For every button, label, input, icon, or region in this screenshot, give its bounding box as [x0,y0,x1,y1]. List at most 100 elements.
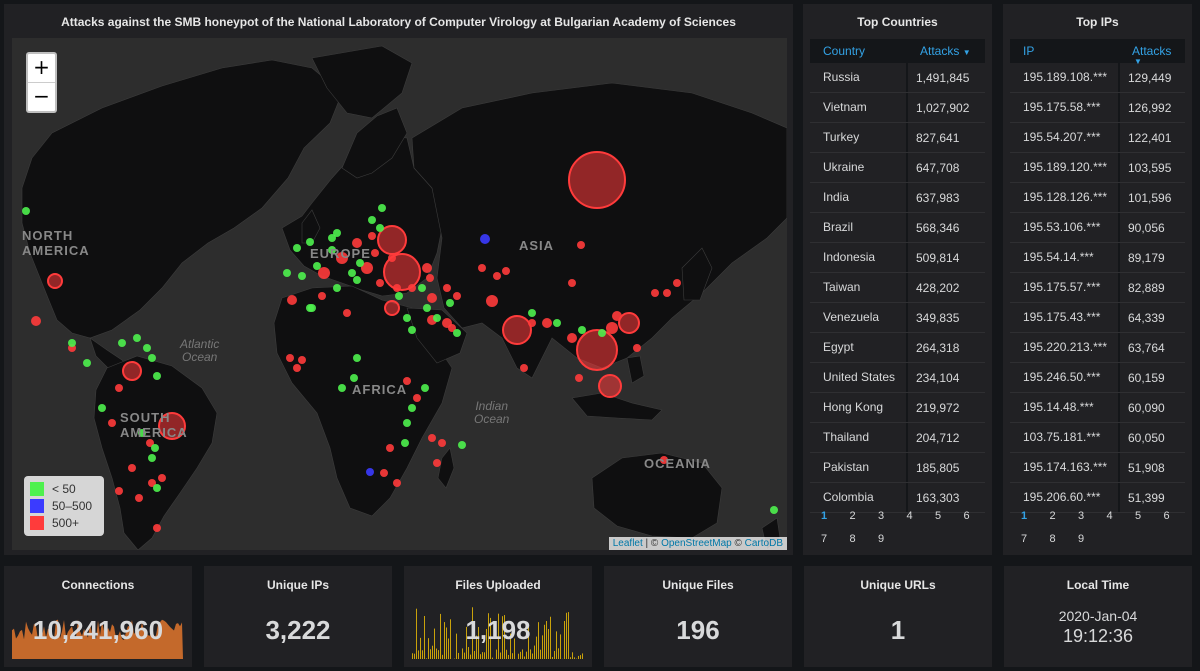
zoom-in-button[interactable]: + [28,54,55,83]
attack-marker[interactable] [350,374,358,382]
attack-marker[interactable] [458,441,466,449]
page-link[interactable]: 9 [878,533,885,545]
attack-marker[interactable] [333,284,341,292]
attack-marker[interactable] [395,292,403,300]
page-link[interactable]: 6 [963,510,970,522]
attack-marker[interactable] [333,229,341,237]
attack-marker[interactable] [673,279,681,287]
attack-marker[interactable] [306,238,314,246]
page-link[interactable]: 7 [821,533,828,545]
attack-marker[interactable] [403,419,411,427]
attack-marker[interactable] [553,319,561,327]
attack-marker[interactable] [308,304,316,312]
attack-marker[interactable] [313,262,321,270]
attack-marker[interactable] [528,309,536,317]
column-header-attacks[interactable]: Attacks ▼ [1120,44,1185,66]
page-link[interactable]: 3 [878,510,885,522]
attack-marker[interactable] [428,434,436,442]
attack-marker[interactable] [353,354,361,362]
page-link[interactable]: 2 [1049,510,1056,522]
attack-marker[interactable] [368,232,376,240]
attack-marker[interactable] [663,289,671,297]
attack-marker[interactable] [348,269,356,277]
attack-marker[interactable] [660,456,668,464]
attack-marker[interactable] [418,284,426,292]
attack-marker[interactable] [151,444,159,452]
attack-marker[interactable] [502,267,510,275]
attack-marker[interactable] [336,252,348,264]
attack-marker[interactable] [427,293,437,303]
page-link[interactable]: 1 [821,510,828,522]
attack-marker[interactable] [122,361,142,381]
attack-marker[interactable] [478,264,486,272]
attack-marker[interactable] [376,279,384,287]
attack-marker[interactable] [576,329,618,371]
attack-marker[interactable] [108,419,116,427]
attack-marker[interactable] [356,259,364,267]
attack-marker[interactable] [47,273,63,289]
attack-marker[interactable] [577,241,585,249]
osm-link[interactable]: OpenStreetMap [661,538,732,549]
attack-marker[interactable] [380,469,388,477]
attack-marker[interactable] [443,284,451,292]
page-link[interactable]: 8 [1049,533,1056,545]
attack-marker[interactable] [528,319,536,327]
attack-marker[interactable] [31,316,41,326]
attack-marker[interactable] [68,339,76,347]
attack-marker[interactable] [298,272,306,280]
world-map[interactable]: NORTH AMERICA SOUTH AMERICA EUROPE AFRIC… [12,38,787,550]
attack-marker[interactable] [612,311,622,321]
attack-marker[interactable] [393,479,401,487]
column-header-attacks[interactable]: Attacks ▼ [908,44,985,58]
attack-marker[interactable] [542,318,552,328]
leaflet-link[interactable]: Leaflet [612,538,643,549]
attack-marker[interactable] [118,339,126,347]
zoom-out-button[interactable]: − [33,84,50,108]
attack-marker[interactable] [633,344,641,352]
attack-marker[interactable] [383,253,421,291]
attack-marker[interactable] [328,246,336,254]
attack-marker[interactable] [148,354,156,362]
page-link[interactable]: 6 [1163,510,1170,522]
column-header-country[interactable]: Country [823,44,866,58]
attack-marker[interactable] [286,354,294,362]
attack-marker[interactable] [371,249,379,257]
attack-marker[interactable] [578,326,586,334]
attack-marker[interactable] [413,394,421,402]
attack-marker[interactable] [138,429,146,437]
attack-marker[interactable] [408,404,416,412]
attack-marker[interactable] [388,254,396,262]
attack-marker[interactable] [376,224,384,232]
attack-marker[interactable] [153,484,161,492]
attack-marker[interactable] [568,151,626,209]
attack-marker[interactable] [433,459,441,467]
attack-marker[interactable] [318,292,326,300]
attack-marker[interactable] [143,344,151,352]
column-header-ip[interactable]: IP [1023,44,1035,58]
page-link[interactable]: 8 [849,533,856,545]
attack-marker[interactable] [378,204,386,212]
page-link[interactable]: 1 [1021,510,1028,522]
attack-marker[interactable] [575,374,583,382]
attack-marker[interactable] [423,304,431,312]
attack-marker[interactable] [293,364,301,372]
attack-marker[interactable] [98,404,106,412]
attack-marker[interactable] [361,262,373,274]
attack-marker[interactable] [598,374,622,398]
page-link[interactable]: 5 [935,510,942,522]
attack-marker[interactable] [453,292,461,300]
attack-marker[interactable] [401,439,409,447]
attack-marker[interactable] [343,309,351,317]
attack-marker[interactable] [403,314,411,322]
attack-marker[interactable] [135,494,143,502]
page-link[interactable]: 3 [1078,510,1085,522]
attack-marker[interactable] [598,329,606,337]
attack-marker[interactable] [422,263,432,273]
attack-marker[interactable] [148,454,156,462]
attack-marker[interactable] [426,274,434,282]
attack-marker[interactable] [493,272,501,280]
attack-marker[interactable] [133,334,141,342]
cartodb-link[interactable]: CartoDB [744,538,783,549]
attack-marker[interactable] [287,295,297,305]
page-link[interactable]: 4 [906,510,913,522]
